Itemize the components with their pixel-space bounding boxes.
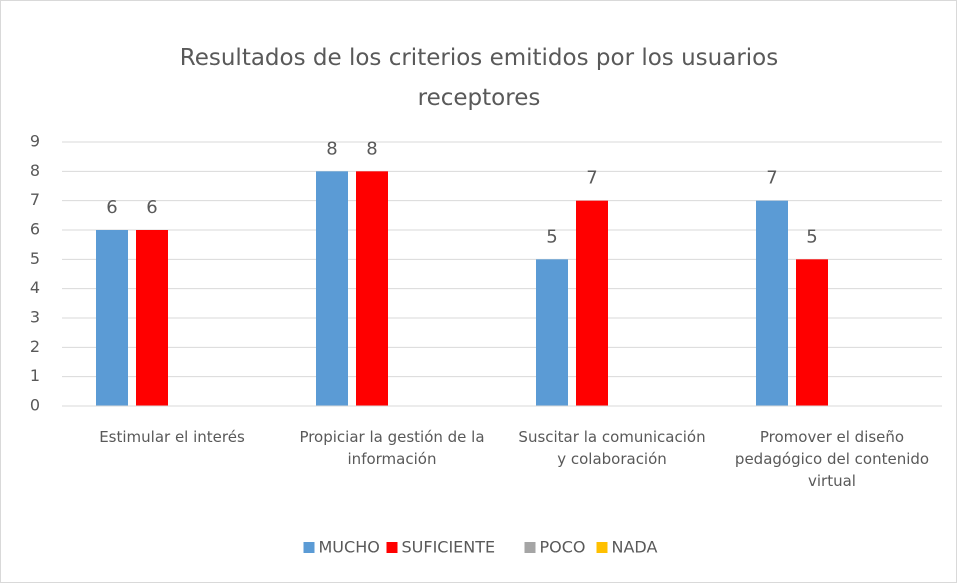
bar <box>756 200 788 406</box>
x-tick-label: Estimular el interés <box>99 428 245 446</box>
legend-swatch <box>524 542 536 553</box>
legend-swatch <box>386 542 398 553</box>
data-label: 7 <box>586 168 597 189</box>
bar <box>576 200 608 406</box>
x-tick-label: Propiciar la gestión de la información <box>299 428 485 468</box>
y-tick-label: 5 <box>30 249 40 268</box>
legend-swatch <box>596 542 608 553</box>
y-tick-label: 8 <box>30 161 40 180</box>
data-label: 6 <box>106 197 117 218</box>
data-label: 6 <box>146 197 157 218</box>
bar <box>316 171 348 406</box>
data-label: 5 <box>806 226 817 247</box>
legend-label: SUFICIENTE <box>402 538 496 557</box>
x-tick-label: Promover el diseño pedagógico del conten… <box>734 428 930 490</box>
bar <box>96 230 128 406</box>
y-tick-label: 3 <box>30 308 40 327</box>
chart-title: Resultados de los criterios emitidos por… <box>179 45 779 111</box>
legend-swatch <box>303 542 315 553</box>
x-tick-box: Promover el diseño pedagógico del conten… <box>734 428 930 490</box>
y-tick-label: 0 <box>30 396 40 415</box>
y-tick-label: 6 <box>30 220 40 239</box>
y-tick-label: 7 <box>30 190 40 209</box>
data-label: 8 <box>366 138 377 159</box>
bar <box>356 171 388 406</box>
x-tick-box: Suscitar la comunicación y colaboración <box>518 428 706 468</box>
y-tick-label: 9 <box>30 132 40 151</box>
y-tick-label: 4 <box>30 278 40 297</box>
data-label: 7 <box>766 168 777 189</box>
bar <box>536 259 568 406</box>
x-tick-box: Propiciar la gestión de la información <box>299 428 485 468</box>
data-label: 5 <box>546 226 557 247</box>
y-tick-label: 2 <box>30 337 40 356</box>
x-tick-box: Estimular el interés <box>99 428 245 446</box>
data-label: 8 <box>326 138 337 159</box>
legend-label: POCO <box>540 538 586 557</box>
x-tick-label: Suscitar la comunicación y colaboración <box>518 428 706 468</box>
title-box: Resultados de los criterios emitidos por… <box>179 45 779 111</box>
y-tick-label: 1 <box>30 366 40 385</box>
legend-label: MUCHO <box>319 538 380 557</box>
legend-label: NADA <box>612 538 658 557</box>
bar <box>136 230 168 406</box>
bar <box>796 259 828 406</box>
